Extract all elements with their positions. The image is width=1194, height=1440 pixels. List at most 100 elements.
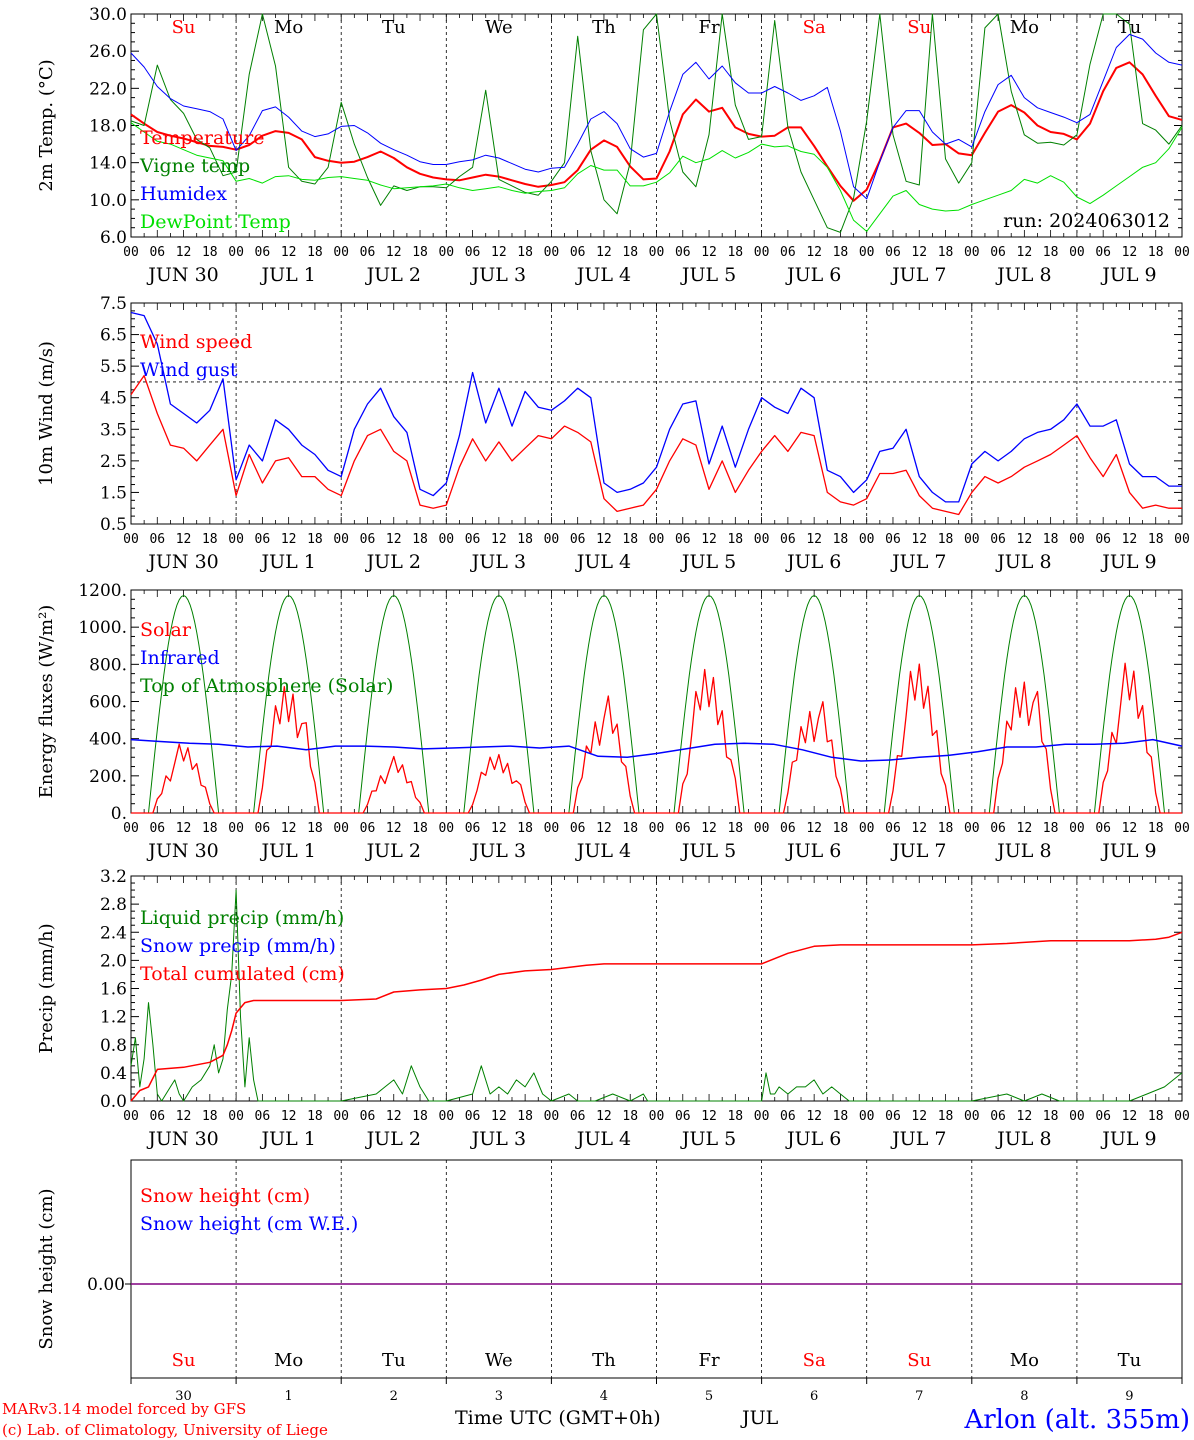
series-line-total-cumulated [130,931,1183,1102]
hour-label: 06 [360,532,376,547]
y-tick-label: 2.4 [100,923,127,943]
y-tick-label: 6.5 [100,326,127,346]
y-tick-label: 3.5 [100,420,127,440]
day-number: 1 [285,1389,293,1404]
date-label: JUL 8 [995,840,1051,862]
date-label: JUL 8 [995,551,1051,573]
hour-label: 00 [123,821,139,836]
hour-label: 12 [596,245,612,260]
hour-label: 18 [1148,821,1164,836]
y-tick-label: 400. [89,730,127,750]
y-tick-label: 0.5 [100,515,127,535]
dow-label: Su [172,1350,196,1371]
hour-label: 06 [149,245,165,260]
hour-label: 12 [176,1109,192,1124]
date-label: JUL 2 [365,551,421,573]
hour-label: 12 [1122,1109,1138,1124]
hour-label: 18 [412,245,428,260]
hour-label: 12 [281,1109,297,1124]
hour-label: 12 [806,245,822,260]
legend-entry: Wind speed [140,331,252,353]
hour-label: 06 [1095,821,1111,836]
y-tick-label: 5.5 [100,357,127,377]
hour-label: 06 [255,532,271,547]
y-tick-label: 30.0 [89,5,127,25]
hour-label: 00 [1069,245,1085,260]
hour-label: 06 [1095,1109,1111,1124]
dow-label: Fr [699,17,720,38]
hour-label: 18 [938,532,954,547]
hour-label: 06 [780,821,796,836]
y-tick-label: 22.0 [89,79,127,99]
series-line-infrared [130,738,1183,762]
date-label: JUL 4 [575,1128,631,1150]
month-label: JUL [740,1407,779,1429]
hour-label: 18 [307,821,323,836]
y-tick-label: 1.6 [100,980,127,1000]
hour-label: 12 [596,532,612,547]
hour-label: 00 [228,821,244,836]
hour-label: 00 [964,1109,980,1124]
hour-label: 00 [1174,1109,1190,1124]
dow-label: Tu [1118,17,1142,38]
y-tick-label: 0. [111,804,127,824]
date-label: JUL 7 [890,264,946,286]
model-credit: MARv3.14 model forced by GFS [2,1400,246,1418]
hour-label: 06 [885,821,901,836]
dow-label: Sa [803,17,826,38]
hour-label: 18 [1148,1109,1164,1124]
hour-label: 00 [333,532,349,547]
y-tick-label: 6.0 [100,228,127,248]
hour-label: 00 [438,532,454,547]
legend-entry: Solar [140,619,192,641]
hour-label: 12 [386,532,402,547]
hour-label: 12 [806,821,822,836]
legend-entry: DewPoint Temp [140,211,291,233]
hour-label: 18 [938,821,954,836]
hour-label: 12 [386,245,402,260]
hour-label: 12 [491,532,507,547]
hour-label: 12 [1017,1109,1033,1124]
dow-label: Sa [803,1350,826,1371]
panel-precip: 0.0 0.4 0.8 1.2 1.6 2.0 2.4 2.8 3.2 Precip (mm/h)… [36,867,1190,1150]
hour-label: 18 [727,532,743,547]
legend-entry: Total cumulated (cm) [140,963,345,985]
dow-label: Su [172,17,196,38]
hour-label: 00 [859,532,875,547]
hour-label: 18 [307,1109,323,1124]
y-tick-label: 10.0 [89,191,127,211]
hour-label: 00 [859,821,875,836]
hour-label: 00 [544,245,560,260]
hour-label: 06 [990,1109,1006,1124]
hour-label: 06 [885,1109,901,1124]
hour-label: 06 [360,1109,376,1124]
hour-label: 00 [123,532,139,547]
date-label: JUL 4 [575,840,631,862]
panel-wind: 0.5 1.5 2.5 3.5 4.5 5.5 6.5 7.5 10m Wind (m/s) 00… [36,294,1190,573]
hour-label: 18 [727,245,743,260]
y-tick-label: 1200. [78,581,127,601]
hour-label: 06 [149,821,165,836]
date-label: JUL 6 [785,551,841,573]
hour-label: 00 [1174,532,1190,547]
hour-label: 06 [780,532,796,547]
panel-frames: 6.0 10.0 14.0 18.0 22.0 26.0 30.0 2m Temp. (°C)… [36,5,1190,1384]
series-line-liquid-precip [130,889,1183,1102]
day-number: 8 [1020,1389,1028,1404]
hour-label: 18 [833,1109,849,1124]
date-label: JUL 5 [680,1128,736,1150]
hour-label: 18 [622,532,638,547]
hour-label: 12 [281,821,297,836]
hour-label: 06 [990,245,1006,260]
hour-label: 00 [649,532,665,547]
hour-label: 06 [465,821,481,836]
date-label: JUN 30 [146,1128,218,1150]
date-label: JUL 7 [890,1128,946,1150]
hour-label: 00 [754,245,770,260]
date-label: JUL 8 [995,1128,1051,1150]
dow-label: Mo [1010,1350,1039,1371]
copyright: (c) Lab. of Climatology, University of L… [2,1421,328,1439]
date-label: JUN 30 [146,551,218,573]
date-label: JUN 30 [146,840,218,862]
date-label: JUL 4 [575,264,631,286]
